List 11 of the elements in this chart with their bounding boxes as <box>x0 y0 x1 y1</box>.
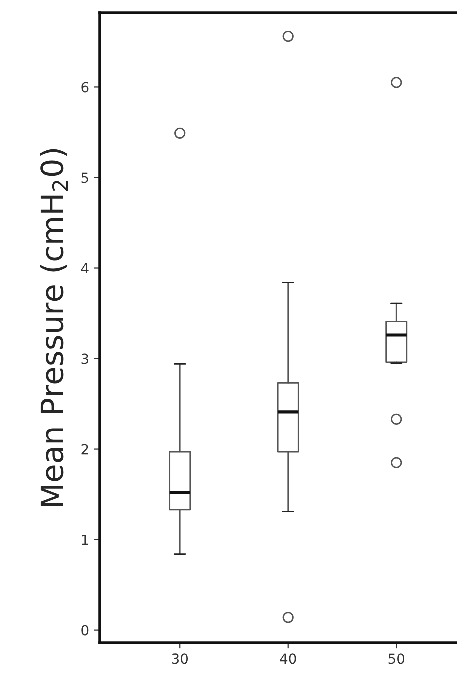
y-tick-label: 2 <box>82 444 88 455</box>
y-tick-label: 5 <box>82 172 88 184</box>
y-tick-label: 3 <box>82 354 88 364</box>
y-tick-label: 6 <box>82 82 89 93</box>
y-tick-label: 4 <box>81 263 89 274</box>
x-tick-label: 50 <box>388 654 405 664</box>
y-axis-title: Mean Pressure (cmH$_{2}$0) <box>40 149 68 506</box>
y-tick-label: 1 <box>82 534 88 546</box>
x-tick-label: 40 <box>280 654 296 664</box>
y-tick-label: 0 <box>82 625 89 636</box>
x-tick-label: 30 <box>172 654 188 664</box>
